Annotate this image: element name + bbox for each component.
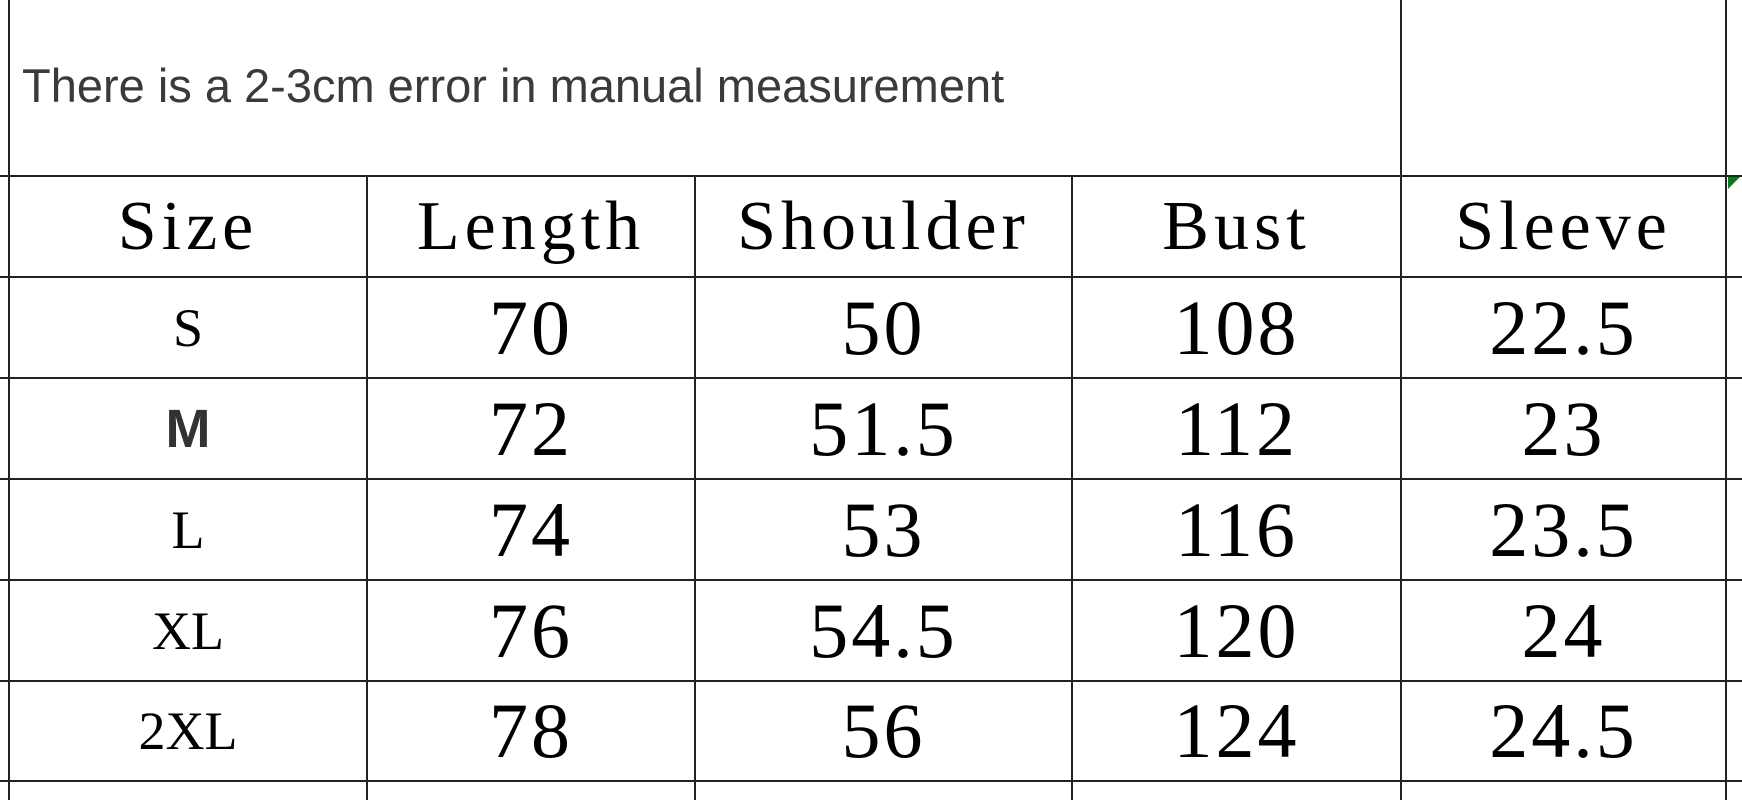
- measurement-cell: 74: [489, 485, 573, 573]
- grid-line-horizontal: [0, 680, 1742, 682]
- measurement-cell: 23.5: [1489, 485, 1638, 573]
- grid-line-horizontal: [0, 175, 1742, 177]
- header-sleeve: Sleeve: [1455, 187, 1672, 265]
- grid-line-horizontal: [0, 276, 1742, 278]
- measurement-cell: 23: [1521, 384, 1606, 472]
- measurement-cell: 120: [1173, 586, 1300, 674]
- grid-line-horizontal: [0, 780, 1742, 782]
- measurement-cell: 24: [1521, 586, 1606, 674]
- measurement-note: There is a 2-3cm error in manual measure…: [22, 59, 1005, 112]
- measurement-cell: 51.5: [809, 384, 958, 472]
- measurement-cell: 124: [1173, 687, 1300, 774]
- grid-line-vertical: [1725, 0, 1727, 800]
- measurement-cell: 54.5: [809, 586, 958, 674]
- grid-line-vertical: [366, 176, 368, 800]
- grid-line-vertical: [8, 0, 10, 800]
- grid-line-vertical: [1071, 176, 1073, 800]
- measurement-cell: 76: [489, 586, 573, 674]
- grid-line-vertical: [1400, 0, 1402, 800]
- size-label: M: [165, 398, 211, 459]
- measurement-cell: 50: [841, 283, 926, 371]
- header-bust: Bust: [1162, 187, 1311, 265]
- measurement-cell: 24.5: [1489, 687, 1638, 774]
- grid-line-horizontal: [0, 579, 1742, 581]
- measurement-cell: 78: [489, 687, 573, 774]
- size-label: 2XL: [138, 701, 238, 761]
- measurement-cell: 53: [841, 485, 926, 573]
- measurement-cell: 116: [1174, 485, 1299, 573]
- measurement-cell: 56: [841, 687, 926, 774]
- measurement-cell: 22.5: [1489, 283, 1638, 371]
- size-label: S: [172, 297, 204, 358]
- cell-comment-marker: [1728, 177, 1740, 189]
- header-length: Length: [416, 187, 646, 265]
- size-label: XL: [152, 600, 224, 661]
- grid-line-horizontal: [0, 377, 1742, 379]
- measurement-cell: 72: [489, 384, 573, 472]
- grid-line-vertical: [694, 176, 696, 800]
- header-shoulder: Shoulder: [737, 187, 1030, 265]
- measurement-cell: 108: [1173, 283, 1300, 371]
- measurement-cell: 70: [489, 283, 573, 371]
- measurement-cell: 112: [1174, 384, 1299, 472]
- header-size: Size: [117, 187, 259, 265]
- grid-line-horizontal: [0, 478, 1742, 480]
- size-label: L: [171, 499, 205, 560]
